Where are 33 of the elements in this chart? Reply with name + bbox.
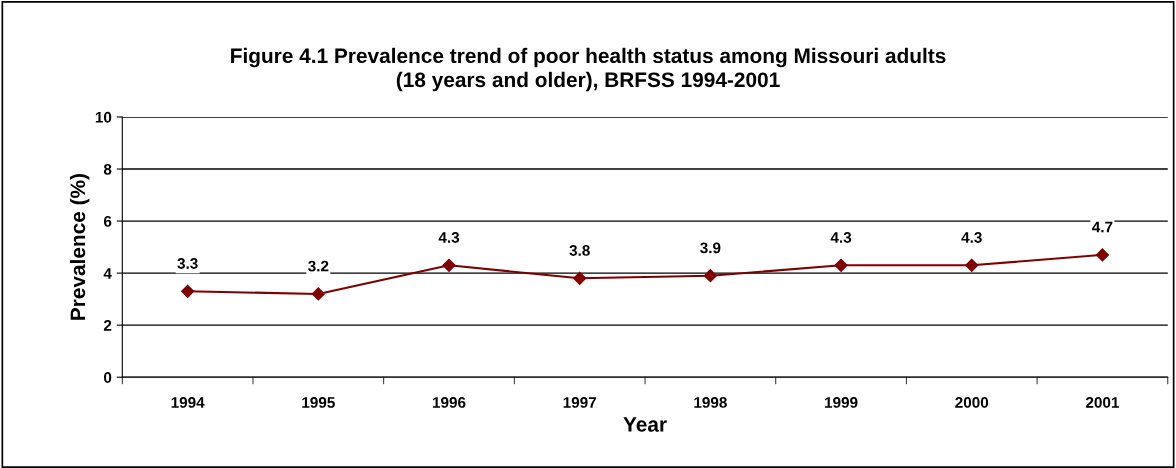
data-label: 3.9 — [700, 242, 721, 254]
data-label: 4.3 — [830, 232, 852, 243]
x-tick-label: 1994 — [171, 397, 205, 408]
point — [703, 269, 717, 283]
point — [181, 284, 195, 298]
x-tick-label: 2000 — [955, 397, 989, 408]
x-tick-label: 2001 — [1085, 397, 1119, 408]
chart-title: Figure 4.1 Prevalence trend of poor health status among Missouri adults (18 years and older), BRFSS 1994-2001 — [231, 47, 946, 92]
data-label: 3.8 — [569, 245, 590, 256]
x-tick-label: 1999 — [825, 397, 858, 408]
x-tick-label: 1995 — [302, 397, 335, 408]
data-label: 4.3 — [438, 232, 460, 243]
point — [442, 258, 456, 272]
data-label: 3.2 — [308, 260, 329, 272]
point — [573, 271, 587, 285]
y-tick-label: 2 — [103, 320, 112, 331]
point — [1095, 248, 1110, 262]
y-tick-label: 6 — [103, 215, 112, 227]
point — [311, 287, 325, 301]
y-tick-label: 10 — [95, 111, 112, 123]
data-label: 4.3 — [961, 232, 982, 243]
point — [834, 258, 848, 272]
y-axis-title: Prevalence (%) — [69, 174, 90, 320]
data-label: 3.3 — [177, 258, 198, 269]
x-tick-label: 1998 — [694, 397, 727, 408]
x-axis-title: Year — [623, 417, 667, 432]
y-tick-label: 4 — [103, 268, 112, 279]
y-tick-label: 8 — [103, 163, 112, 175]
x-tick-label: 1997 — [563, 397, 597, 408]
y-tick-label: 0 — [104, 372, 112, 383]
data-label: 4.7 — [1092, 221, 1113, 233]
x-tick-label: 1996 — [432, 397, 466, 408]
point — [965, 258, 979, 272]
